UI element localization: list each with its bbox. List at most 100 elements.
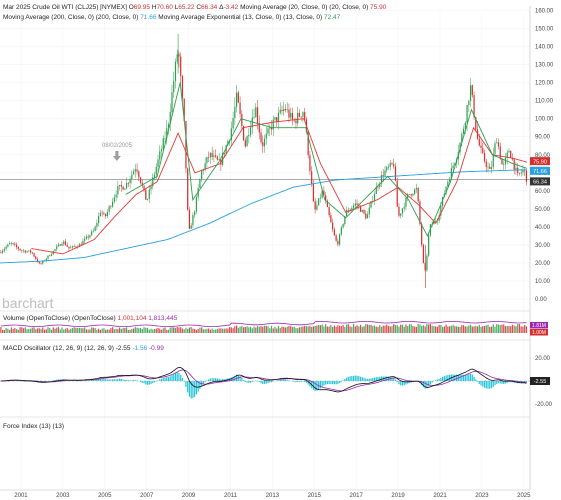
candle-body[interactable] <box>176 54 178 62</box>
candle-body[interactable] <box>227 140 229 146</box>
candle-body[interactable] <box>295 120 297 124</box>
candle-body[interactable] <box>389 163 391 167</box>
candle-body[interactable] <box>487 166 489 168</box>
candle-body[interactable] <box>47 255 49 259</box>
candle-body[interactable] <box>461 133 463 143</box>
candle-body[interactable] <box>125 183 128 189</box>
candle-body[interactable] <box>489 166 491 169</box>
candle-body[interactable] <box>386 166 388 171</box>
candle-body[interactable] <box>223 152 225 154</box>
candle-body[interactable] <box>117 186 119 195</box>
candle-body[interactable] <box>482 148 484 153</box>
candle-body[interactable] <box>155 166 157 175</box>
candle-body[interactable] <box>297 112 299 124</box>
candle-body[interactable] <box>68 246 70 249</box>
candle-body[interactable] <box>166 128 168 139</box>
candle-body[interactable] <box>284 109 287 111</box>
candle-body[interactable] <box>368 207 370 215</box>
candle-body[interactable] <box>31 252 33 254</box>
candle-body[interactable] <box>417 187 419 202</box>
candle-body[interactable] <box>440 206 442 216</box>
candle-body[interactable] <box>422 244 425 263</box>
candle-body[interactable] <box>256 107 259 123</box>
candle-body[interactable] <box>3 248 5 251</box>
candle-body[interactable] <box>419 201 421 224</box>
candle-body[interactable] <box>64 241 67 246</box>
candle-body[interactable] <box>248 135 250 137</box>
candle-body[interactable] <box>169 111 171 125</box>
candle-body[interactable] <box>445 186 447 194</box>
candle-body[interactable] <box>115 194 117 198</box>
candle-body[interactable] <box>164 138 166 139</box>
candle-body[interactable] <box>361 210 363 212</box>
candle-body[interactable] <box>50 254 53 256</box>
candle-body[interactable] <box>508 151 510 153</box>
candle-body[interactable] <box>7 244 9 247</box>
candle-body[interactable] <box>208 157 210 158</box>
candle-body[interactable] <box>480 145 482 149</box>
candle-body[interactable] <box>359 206 362 212</box>
candle-body[interactable] <box>412 194 414 196</box>
candle-body[interactable] <box>504 157 507 165</box>
candle-body[interactable] <box>63 241 65 244</box>
candle-body[interactable] <box>122 186 124 190</box>
candle-body[interactable] <box>124 188 126 190</box>
candle-body[interactable] <box>162 138 164 150</box>
candle-body[interactable] <box>274 117 276 120</box>
candle-body[interactable] <box>159 151 161 160</box>
candle-body[interactable] <box>288 109 290 118</box>
candle-body[interactable] <box>54 249 56 251</box>
candle-body[interactable] <box>103 213 105 215</box>
candle-body[interactable] <box>181 76 184 99</box>
candle-body[interactable] <box>387 166 390 168</box>
candle-body[interactable] <box>237 92 239 103</box>
candle-body[interactable] <box>352 205 355 208</box>
candle-body[interactable] <box>393 164 395 167</box>
candle-body[interactable] <box>12 243 14 244</box>
candle-body[interactable] <box>501 158 503 165</box>
candle-body[interactable] <box>61 243 63 246</box>
candle-body[interactable] <box>511 158 514 160</box>
candle-body[interactable] <box>462 128 465 134</box>
candle-body[interactable] <box>241 113 243 126</box>
candle-body[interactable] <box>485 161 487 167</box>
candle-body[interactable] <box>82 240 84 245</box>
candle-body[interactable] <box>283 109 285 111</box>
candle-body[interactable] <box>396 180 398 207</box>
candle-body[interactable] <box>26 251 28 253</box>
candle-body[interactable] <box>213 155 215 157</box>
candle-body[interactable] <box>330 215 332 223</box>
candle-body[interactable] <box>244 140 246 147</box>
candle-body[interactable] <box>246 136 248 147</box>
candle-body[interactable] <box>506 152 508 158</box>
candle-body[interactable] <box>466 104 468 123</box>
candle-body[interactable] <box>59 244 61 246</box>
candle-body[interactable] <box>391 163 393 165</box>
candle-body[interactable] <box>382 174 384 176</box>
candle-body[interactable] <box>209 152 212 158</box>
candle-body[interactable] <box>202 169 205 171</box>
candle-body[interactable] <box>494 143 496 154</box>
candle-body[interactable] <box>255 107 257 118</box>
candle-body[interactable] <box>80 244 82 245</box>
candle-body[interactable] <box>468 101 470 105</box>
candle-body[interactable] <box>290 113 292 118</box>
candle-body[interactable] <box>300 116 302 118</box>
candle-body[interactable] <box>235 92 238 107</box>
candle-body[interactable] <box>496 142 498 144</box>
candle-body[interactable] <box>318 198 320 206</box>
candle-body[interactable] <box>187 168 189 210</box>
candle-body[interactable] <box>78 244 81 248</box>
candle-body[interactable] <box>145 189 147 200</box>
candle-body[interactable] <box>270 127 273 130</box>
candle-body[interactable] <box>28 250 30 252</box>
candle-body[interactable] <box>5 246 7 249</box>
candle-body[interactable] <box>195 197 198 212</box>
candle-body[interactable] <box>415 187 418 190</box>
candle-body[interactable] <box>311 171 313 185</box>
ma200-line[interactable] <box>0 169 527 264</box>
candle-body[interactable] <box>363 210 365 214</box>
candle-body[interactable] <box>403 206 405 209</box>
candle-body[interactable] <box>525 170 528 182</box>
